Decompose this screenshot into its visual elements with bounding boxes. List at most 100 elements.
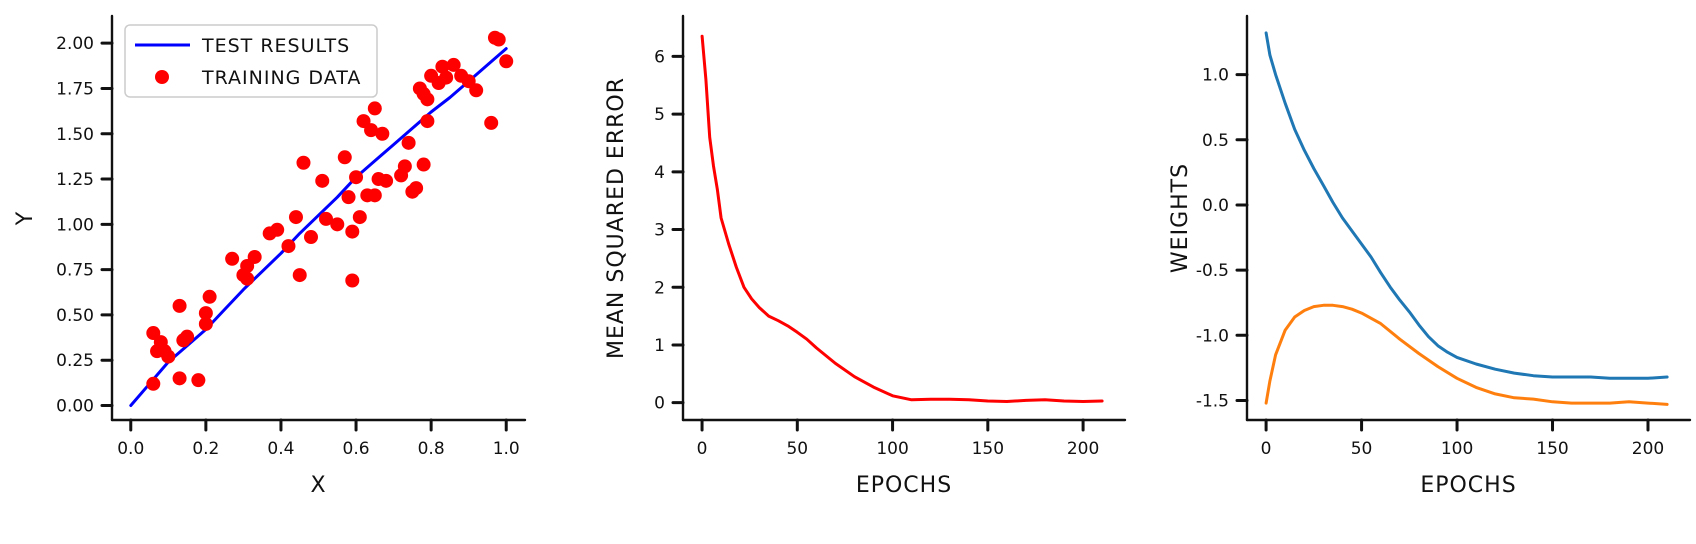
- y-tick-label: 1.75: [56, 79, 94, 99]
- x-tick-label: 0.6: [343, 439, 370, 459]
- panel-mse-axes: 0 50 100 150 200 0 1 2 3 4 5 6: [654, 14, 1127, 459]
- data-point: [446, 57, 461, 72]
- y-tick-label: 0.25: [56, 351, 94, 371]
- y-tick-label: -1.5: [1196, 391, 1229, 411]
- series-line-0: [1264, 31, 1669, 380]
- legend-box: [124, 24, 378, 98]
- data-point: [420, 114, 435, 129]
- x-tick-label: 150: [972, 439, 1004, 459]
- y-tick-label: 5: [654, 105, 665, 125]
- y-tick-label: 1.00: [56, 215, 94, 235]
- panel-scatter-fit-axes: 0.0 0.2 0.4 0.6 0.8 1.0 0.00 0.25 0.50 0.75 1.00 1.…: [56, 14, 527, 459]
- data-point: [198, 316, 213, 331]
- y-tick-label: 3: [654, 221, 665, 241]
- data-point: [367, 101, 382, 116]
- x-axis-label: X: [310, 473, 326, 498]
- x-tick-label: 100: [1441, 439, 1473, 459]
- panel-weights: 0 50 100 150 200 -1.5 -1.0 -0.5 0.0 0.5 1.0 EPOCHS…: [1168, 14, 1692, 498]
- data-point: [292, 268, 307, 283]
- y-tick-label: 0.50: [56, 306, 94, 326]
- legend-dot-swatch: [155, 70, 169, 84]
- panel-scatter-fit: 0.0 0.2 0.4 0.6 0.8 1.0 0.00 0.25 0.50 0.75 1.00 1.…: [13, 14, 527, 498]
- x-tick-label: 1.0: [493, 439, 520, 459]
- data-point: [345, 273, 360, 288]
- data-point: [288, 210, 303, 225]
- y-tick-label: 0.00: [56, 397, 94, 417]
- legend-label-training-data: TRAINING DATA: [201, 67, 361, 89]
- panel-weights-marks: [1264, 31, 1669, 406]
- x-tick-label: 50: [786, 439, 808, 459]
- x-tick-label: 50: [1351, 439, 1373, 459]
- y-tick-label: 0.0: [1202, 196, 1229, 216]
- data-point: [439, 70, 454, 85]
- data-point: [375, 126, 390, 141]
- panel-mse: 0 50 100 150 200 0 1 2 3 4 5 6 EPOCHS MEAN SQUARED …: [604, 14, 1127, 498]
- y-tick-label: 2: [654, 278, 665, 298]
- data-point: [270, 222, 285, 237]
- series-line-0: [700, 34, 1104, 403]
- data-point: [315, 173, 330, 188]
- data-point: [146, 376, 161, 391]
- y-tick-label: 0.5: [1202, 131, 1229, 151]
- data-point: [341, 190, 356, 205]
- data-point: [397, 159, 412, 174]
- y-tick-label: 1: [654, 336, 665, 356]
- y-axis-label: Y: [13, 211, 38, 226]
- data-point: [240, 271, 255, 286]
- x-tick-label: 0: [697, 439, 708, 459]
- data-point: [247, 249, 262, 264]
- y-tick-label: 0: [654, 394, 665, 414]
- data-point: [281, 239, 296, 254]
- x-axis-label: EPOCHS: [856, 473, 952, 498]
- legend-label-test-results: TEST RESULTS: [201, 35, 350, 57]
- y-tick-label: 6: [654, 47, 665, 67]
- x-tick-label: 0.4: [267, 439, 294, 459]
- y-tick-label: 0.75: [56, 261, 94, 281]
- y-tick-label: 1.25: [56, 170, 94, 190]
- data-point: [499, 54, 514, 69]
- x-tick-label: 0.8: [418, 439, 445, 459]
- data-point: [364, 123, 379, 138]
- data-point: [296, 155, 311, 170]
- data-point: [420, 92, 435, 107]
- y-tick-label: -1.0: [1196, 326, 1229, 346]
- data-point: [435, 59, 450, 74]
- data-point: [303, 230, 318, 245]
- y-tick-label: 1.0: [1202, 66, 1229, 86]
- legend: TEST RESULTS TRAINING DATA: [124, 24, 378, 98]
- data-point: [337, 150, 352, 165]
- x-tick-label: 200: [1067, 439, 1099, 459]
- data-point: [191, 373, 206, 388]
- y-tick-label: 2.00: [56, 34, 94, 54]
- data-point: [469, 83, 484, 98]
- x-tick-label: 0: [1261, 439, 1272, 459]
- y-tick-label: 4: [654, 163, 665, 183]
- data-point: [180, 329, 195, 344]
- data-point: [401, 135, 416, 150]
- data-point: [367, 188, 382, 203]
- x-tick-label: 150: [1536, 439, 1568, 459]
- data-point: [484, 115, 499, 130]
- x-tick-label: 0.2: [192, 439, 219, 459]
- panel-mse-marks: [700, 34, 1104, 403]
- data-point: [172, 298, 187, 313]
- data-point: [409, 181, 424, 196]
- panel-weights-axes: 0 50 100 150 200 -1.5 -1.0 -0.5 0.0 0.5 1.0: [1196, 14, 1692, 459]
- data-point: [225, 251, 240, 266]
- y-axis-label: MEAN SQUARED ERROR: [604, 77, 629, 359]
- x-tick-label: 200: [1632, 439, 1664, 459]
- y-tick-label: 1.50: [56, 125, 94, 145]
- data-point: [352, 210, 367, 225]
- data-point: [491, 32, 506, 47]
- x-tick-label: 0.0: [117, 439, 144, 459]
- data-point: [202, 289, 217, 304]
- series-line-1: [1264, 303, 1669, 406]
- y-axis-label: WEIGHTS: [1168, 163, 1193, 273]
- panel-scatter-fit-marks: [129, 30, 514, 407]
- x-axis-label: EPOCHS: [1420, 473, 1516, 498]
- data-point: [379, 173, 394, 188]
- data-point: [330, 217, 345, 232]
- data-point: [172, 371, 187, 386]
- series-line-0: [129, 47, 508, 407]
